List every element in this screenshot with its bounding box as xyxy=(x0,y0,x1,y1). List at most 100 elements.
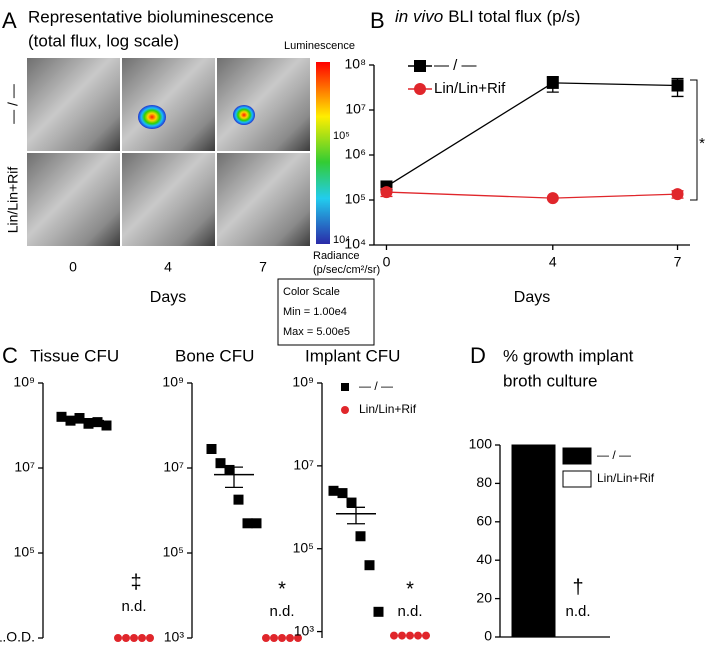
y-tick-label: 10³ xyxy=(294,622,315,638)
sem-bar xyxy=(75,417,93,424)
annotation: n.d. xyxy=(121,598,146,615)
annotation: * xyxy=(406,578,414,600)
y-tick-label: 10⁹ xyxy=(13,374,35,390)
legend-label: Lin/Lin+Rif xyxy=(597,471,655,485)
panel-letter: B xyxy=(370,8,385,33)
color-scale-text: Color Scale xyxy=(283,286,340,298)
marker xyxy=(380,186,393,199)
colorbar-tick: 10⁴ xyxy=(333,234,350,246)
marker xyxy=(546,192,559,205)
image xyxy=(217,58,310,151)
colorbar-label: Radiance xyxy=(313,250,359,262)
panel-letter: D xyxy=(470,343,486,368)
marker xyxy=(286,634,294,642)
marker xyxy=(414,60,426,72)
column-label: 7 xyxy=(259,259,267,275)
annotation: n.d. xyxy=(397,603,422,620)
marker xyxy=(294,634,302,642)
marker xyxy=(341,406,349,414)
x-tick-label: 7 xyxy=(674,254,682,270)
y-tick-label: 0 xyxy=(484,628,492,644)
marker xyxy=(262,634,270,642)
significance-bracket xyxy=(690,79,698,201)
marker xyxy=(224,464,235,475)
panel-a-images xyxy=(27,58,375,346)
series-line xyxy=(386,191,678,199)
colorbar xyxy=(316,62,330,244)
marker xyxy=(355,531,366,542)
x-axis-label: Days xyxy=(514,289,550,306)
sem-bar xyxy=(347,506,365,525)
color-scale-text: Min = 1.00e4 xyxy=(283,306,347,318)
y-tick-label: 10⁴ xyxy=(344,236,366,252)
marker xyxy=(114,634,122,642)
legend-swatch xyxy=(562,470,592,488)
title: (total flux, log scale) xyxy=(28,31,179,50)
marker xyxy=(337,488,348,499)
bar xyxy=(511,444,556,638)
marker xyxy=(83,418,94,429)
image xyxy=(27,153,120,246)
sem-bar xyxy=(225,466,243,489)
annotation: * xyxy=(699,135,705,152)
row-label: Lin/Lin+Rif xyxy=(5,167,21,234)
marker xyxy=(414,83,426,95)
annotation: n.d. xyxy=(269,603,294,620)
marker xyxy=(390,631,398,640)
image xyxy=(27,58,120,151)
y-tick-label: 10⁵ xyxy=(345,191,366,207)
marker xyxy=(56,411,67,422)
y-tick-label: 10⁹ xyxy=(292,374,314,390)
marker xyxy=(270,634,278,642)
marker xyxy=(671,79,684,92)
y-tick-label: 10⁹ xyxy=(162,374,184,390)
y-tick-label: 40 xyxy=(476,551,492,567)
chart-title: in vivo BLI total flux (p/s) xyxy=(395,7,580,26)
annotation: * xyxy=(278,578,286,600)
signal xyxy=(138,105,166,129)
x-tick-label: 0 xyxy=(383,254,391,270)
legend-label: — / — xyxy=(434,57,477,74)
marker xyxy=(92,417,103,428)
marker xyxy=(206,443,217,454)
y-tick-label: 60 xyxy=(476,513,492,529)
y-tick-label: 10⁶ xyxy=(345,146,366,162)
marker xyxy=(373,606,384,617)
annotation: † xyxy=(572,576,583,598)
y-tick-label: 20 xyxy=(476,589,492,605)
signal xyxy=(233,105,255,125)
series-line xyxy=(386,82,678,188)
y-tick-label: 10⁷ xyxy=(293,457,314,473)
marker xyxy=(233,494,244,505)
title: Representative bioluminescence xyxy=(28,7,274,26)
marker xyxy=(414,631,422,640)
column-label: 0 xyxy=(69,259,77,275)
marker xyxy=(546,76,559,89)
y-tick-label: 10³ xyxy=(164,629,185,645)
annotation: ‡ xyxy=(130,571,141,593)
y-tick-label: 10⁵ xyxy=(14,544,35,560)
marker xyxy=(101,420,112,431)
y-tick-label: 10⁵ xyxy=(163,544,184,560)
image xyxy=(122,153,215,246)
chart-title: % growth implant xyxy=(503,346,634,365)
y-tick-label: 10⁵ xyxy=(293,539,314,555)
marker xyxy=(146,634,154,642)
marker xyxy=(671,188,684,201)
colorbar-label: (p/sec/cm²/sr) xyxy=(313,264,380,276)
y-tick-label: 10⁷ xyxy=(345,101,366,117)
panel-letter: A xyxy=(2,8,17,33)
marker xyxy=(130,634,138,642)
colorbar-tick: 10⁵ xyxy=(333,130,350,142)
y-tick-label: 10⁷ xyxy=(14,459,35,475)
marker xyxy=(341,383,349,391)
x-tick-label: 4 xyxy=(549,254,557,270)
marker xyxy=(328,485,339,496)
chart-title: broth culture xyxy=(503,371,598,390)
marker xyxy=(364,560,375,571)
x-axis-label: Days xyxy=(150,289,186,306)
chart-title: Implant CFU xyxy=(305,346,400,365)
marker xyxy=(251,518,262,529)
